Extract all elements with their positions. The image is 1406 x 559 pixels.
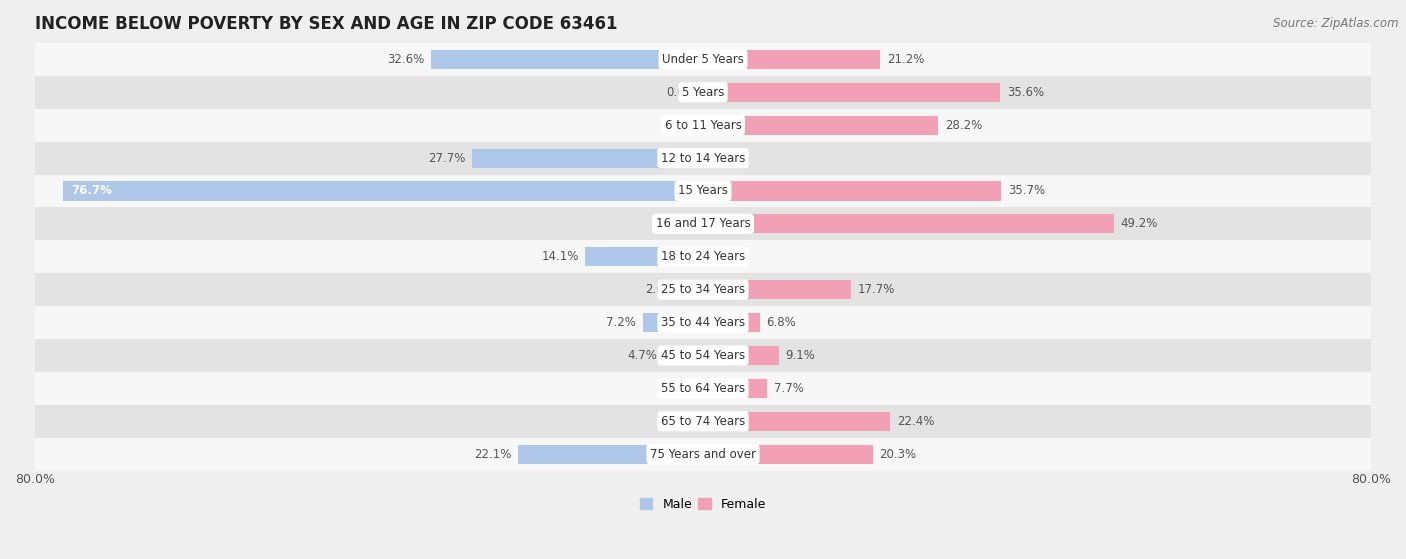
Text: 16 and 17 Years: 16 and 17 Years <box>655 217 751 230</box>
Text: 5 Years: 5 Years <box>682 86 724 99</box>
Bar <box>62 182 703 201</box>
Text: Under 5 Years: Under 5 Years <box>662 53 744 66</box>
Bar <box>703 214 1114 234</box>
Text: 7.2%: 7.2% <box>606 316 636 329</box>
Text: 55 to 64 Years: 55 to 64 Years <box>661 382 745 395</box>
Bar <box>703 379 768 398</box>
Text: 12 to 14 Years: 12 to 14 Years <box>661 151 745 164</box>
Bar <box>519 444 703 464</box>
Text: 0.0%: 0.0% <box>666 415 696 428</box>
Bar <box>703 50 880 69</box>
Bar <box>35 174 1371 207</box>
Text: 21.2%: 21.2% <box>887 53 924 66</box>
Text: 7.7%: 7.7% <box>773 382 804 395</box>
Bar <box>664 346 703 365</box>
Text: 45 to 54 Years: 45 to 54 Years <box>661 349 745 362</box>
Text: 25 to 34 Years: 25 to 34 Years <box>661 283 745 296</box>
Text: 35.6%: 35.6% <box>1007 86 1045 99</box>
Text: 0.0%: 0.0% <box>666 86 696 99</box>
Text: 65 to 74 Years: 65 to 74 Years <box>661 415 745 428</box>
Text: 22.1%: 22.1% <box>474 448 512 461</box>
Text: 0.0%: 0.0% <box>666 217 696 230</box>
Text: 76.7%: 76.7% <box>70 184 112 197</box>
Text: 28.2%: 28.2% <box>945 119 983 132</box>
Bar <box>585 247 703 266</box>
Bar <box>35 207 1371 240</box>
Bar <box>35 372 1371 405</box>
Text: 49.2%: 49.2% <box>1121 217 1159 230</box>
Text: 6 to 11 Years: 6 to 11 Years <box>665 119 741 132</box>
Bar <box>35 273 1371 306</box>
Legend: Male, Female: Male, Female <box>636 492 770 516</box>
Bar <box>430 50 703 69</box>
Bar <box>35 339 1371 372</box>
Bar <box>35 240 1371 273</box>
Bar <box>35 306 1371 339</box>
Bar <box>35 438 1371 471</box>
Bar <box>703 313 759 332</box>
Text: 4.7%: 4.7% <box>627 349 657 362</box>
Text: 15 Years: 15 Years <box>678 184 728 197</box>
Text: 14.1%: 14.1% <box>541 250 579 263</box>
Bar <box>703 116 938 135</box>
Text: 0.0%: 0.0% <box>666 382 696 395</box>
Text: 17.7%: 17.7% <box>858 283 894 296</box>
Bar <box>35 76 1371 108</box>
Text: 0.0%: 0.0% <box>710 151 740 164</box>
Text: 32.6%: 32.6% <box>387 53 425 66</box>
Bar <box>471 149 703 168</box>
Text: 0.0%: 0.0% <box>666 119 696 132</box>
Bar <box>703 346 779 365</box>
Text: 9.1%: 9.1% <box>786 349 815 362</box>
Text: 18 to 24 Years: 18 to 24 Years <box>661 250 745 263</box>
Bar <box>35 43 1371 76</box>
Text: 22.4%: 22.4% <box>897 415 934 428</box>
Text: 20.3%: 20.3% <box>879 448 917 461</box>
Text: 6.8%: 6.8% <box>766 316 796 329</box>
Bar <box>682 280 703 299</box>
Text: Source: ZipAtlas.com: Source: ZipAtlas.com <box>1274 17 1399 30</box>
Text: 27.7%: 27.7% <box>427 151 465 164</box>
Text: 75 Years and over: 75 Years and over <box>650 448 756 461</box>
Bar <box>703 412 890 431</box>
Bar <box>35 141 1371 174</box>
Bar <box>703 182 1001 201</box>
Text: 0.0%: 0.0% <box>710 250 740 263</box>
Bar <box>35 108 1371 141</box>
Bar <box>703 83 1000 102</box>
Text: 2.6%: 2.6% <box>645 283 675 296</box>
Text: 35 to 44 Years: 35 to 44 Years <box>661 316 745 329</box>
Text: INCOME BELOW POVERTY BY SEX AND AGE IN ZIP CODE 63461: INCOME BELOW POVERTY BY SEX AND AGE IN Z… <box>35 15 617 33</box>
Bar <box>703 444 873 464</box>
Bar <box>703 280 851 299</box>
Bar <box>643 313 703 332</box>
Text: 35.7%: 35.7% <box>1008 184 1045 197</box>
Bar <box>35 405 1371 438</box>
